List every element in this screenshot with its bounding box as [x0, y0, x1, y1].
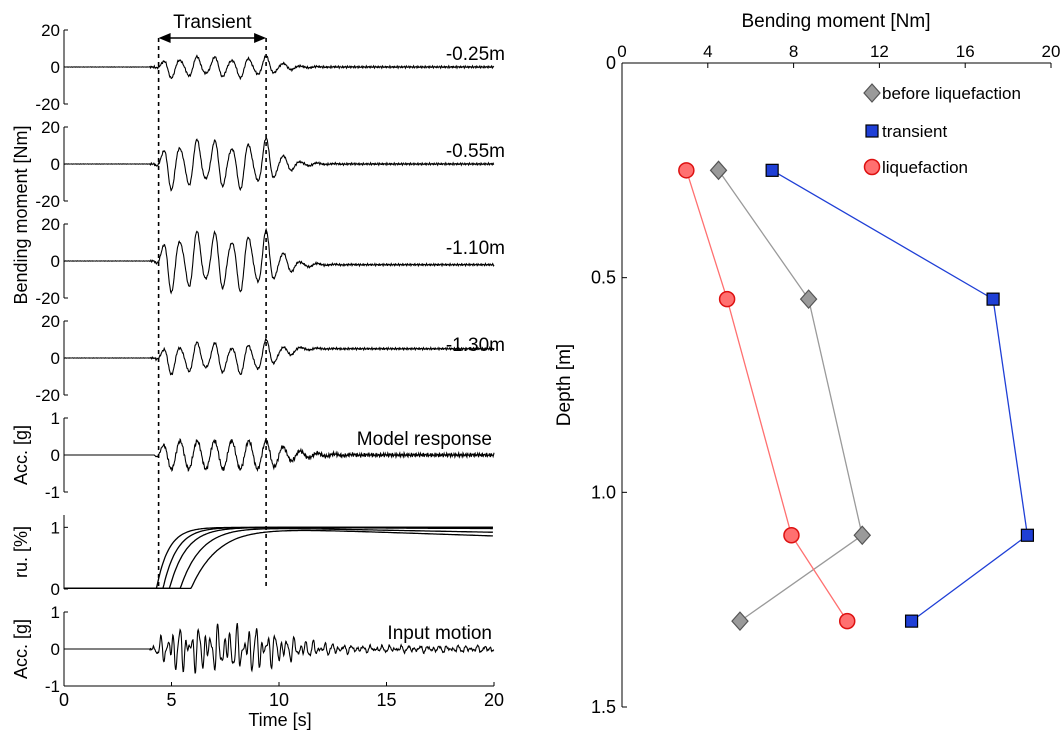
subplot-label: -0.55m	[446, 141, 505, 162]
profile-chart: 0 4 8 12 16 20 0 0.5 1.0 1.5 Bending moment [Nm] De…	[554, 11, 1060, 717]
ru-line-4	[64, 527, 493, 590]
y-tick-label: 0	[51, 58, 60, 77]
ru-line-1	[64, 526, 493, 590]
circle-marker	[718, 290, 736, 308]
series-circle	[678, 162, 856, 630]
subplot-5: 1 0 -1 Model response Acc. [g]	[11, 409, 495, 502]
legend: before liquefaction transient liquefaction	[863, 83, 1021, 177]
subplot-1: 20 0 -20 -0.25m	[35, 21, 505, 114]
square-marker	[765, 163, 779, 177]
subplot-y-label: Acc. [g]	[11, 425, 31, 485]
y-tick-label: -1	[45, 677, 60, 696]
legend-label: transient	[882, 122, 947, 141]
diamond-marker	[731, 611, 749, 632]
time-x-label: Time [s]	[248, 710, 311, 730]
subplot-y-label: Acc. [g]	[11, 619, 31, 679]
series-line	[64, 437, 495, 473]
x-tick-label: 4	[703, 42, 712, 61]
y-tick-label: -20	[35, 192, 60, 211]
y-tick-label: 1	[51, 603, 60, 622]
subplot-y-label: ru. [%]	[11, 526, 31, 578]
y-tick-label: 0	[51, 155, 60, 174]
x-tick-label: 8	[789, 42, 798, 61]
series-diamond	[709, 160, 872, 632]
y-tick-label: 0	[51, 580, 60, 599]
subplot-label: -0.25m	[446, 44, 505, 65]
x-tick-label: 16	[956, 42, 975, 61]
ru-line-3	[64, 526, 493, 590]
arrow-head-right	[254, 33, 267, 43]
square-marker	[986, 292, 1000, 306]
y-tick-label: 20	[41, 21, 60, 40]
x-tick-label: 0	[617, 42, 626, 61]
y-tick-label: -20	[35, 289, 60, 308]
subplot-6: 1 0 ru. [%]	[11, 515, 493, 599]
bending-moment-y-label: Bending moment [Nm]	[11, 125, 31, 304]
x-tick-label: 15	[376, 690, 396, 710]
y-tick-label: 0	[51, 349, 60, 368]
subplot-label: -1.30m	[446, 335, 505, 356]
series-line	[771, 169, 1029, 622]
y-tick-label: 20	[41, 312, 60, 331]
subplot-3: 20 0 -20 -1.10m	[35, 215, 505, 308]
square-marker	[865, 124, 879, 138]
subplot-2: 20 0 -20 -0.55m	[35, 118, 505, 211]
subplot-4: 20 0 -20 -1.30m	[35, 312, 505, 405]
diamond-marker	[853, 525, 872, 546]
y-tick-label: 0	[51, 252, 60, 271]
legend-label: before liquefaction	[882, 84, 1021, 103]
x-tick-label: 5	[166, 690, 176, 710]
y-tick-label: 1	[51, 518, 60, 537]
series-line	[63, 54, 495, 81]
arrow-head-left	[158, 33, 171, 43]
circle-marker	[838, 612, 856, 630]
y-tick-label: 1	[51, 409, 60, 428]
y-tick-label: -20	[35, 386, 60, 405]
y-tick-label: 20	[41, 215, 60, 234]
y-tick-label: 1.0	[591, 482, 616, 502]
circle-marker	[863, 158, 881, 176]
subplot-label: Input motion	[387, 623, 492, 644]
series-square	[765, 163, 1035, 628]
profile-title: Bending moment [Nm]	[741, 11, 930, 32]
square-marker	[1020, 528, 1035, 542]
subplot-label: -1.10m	[446, 238, 505, 259]
diamond-marker	[709, 160, 728, 181]
series-line	[63, 227, 495, 295]
y-tick-label: -20	[35, 95, 60, 114]
x-tick-label: 10	[269, 690, 289, 710]
diamond-marker	[863, 83, 881, 103]
series-line	[64, 622, 495, 674]
series-line	[717, 169, 863, 622]
square-marker	[904, 614, 919, 628]
x-tick-label: 20	[484, 690, 504, 710]
subplot-label: Model response	[357, 429, 492, 450]
circle-marker	[783, 527, 800, 544]
ru-line-2	[64, 526, 493, 590]
x-tick-label: 0	[59, 690, 69, 710]
y-tick-label: 1.5	[591, 697, 616, 717]
ru-line-5	[64, 529, 493, 590]
y-tick-label: 0	[51, 640, 60, 659]
diamond-marker	[799, 289, 818, 310]
circle-marker	[678, 162, 695, 179]
x-tick-label: 20	[1042, 42, 1061, 61]
depth-y-label: Depth [m]	[554, 344, 575, 426]
transient-label: Transient	[173, 12, 252, 33]
series-line	[685, 170, 848, 622]
y-tick-label: 0.5	[591, 268, 616, 288]
series-line	[63, 136, 495, 192]
subplot-7: 1 0 -1 Input motion Acc. [g]	[11, 603, 495, 696]
y-tick-label: 20	[41, 118, 60, 137]
x-tick-label: 12	[870, 42, 889, 61]
y-tick-label: 0	[51, 446, 60, 465]
legend-label: liquefaction	[882, 158, 968, 177]
series-line	[63, 337, 495, 376]
y-tick-label: 0	[606, 53, 616, 73]
y-tick-label: -1	[45, 483, 60, 502]
